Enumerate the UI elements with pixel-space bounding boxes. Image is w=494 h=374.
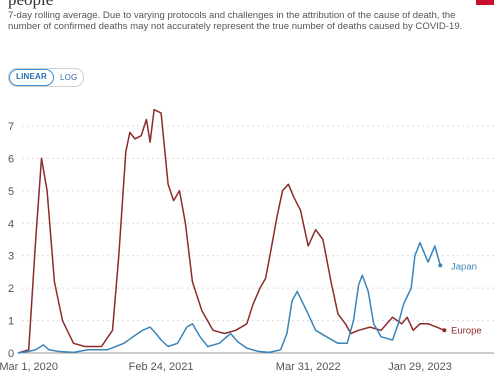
x-tick-label: Jan 29, 2023 [388,361,452,373]
series-end-point-japan [438,263,443,268]
y-tick-label: 4 [8,218,14,230]
series-label-europe: Europe [451,325,482,336]
series-line-japan [17,241,442,354]
y-tick-label: 6 [8,153,14,165]
x-tick-label: Mar 1, 2020 [0,361,58,373]
accent-tab [476,0,494,5]
y-tick-label: 5 [8,186,14,198]
y-tick-label: 2 [8,283,14,295]
series-labels: Europe Japan [451,261,482,336]
y-axis-ticks: 0 1 2 3 4 5 6 7 [8,121,14,360]
x-axis-ticks: Mar 1, 2020 Feb 24, 2021 Mar 31, 2022 Jan 2… [0,361,452,373]
y-tick-label: 3 [8,251,14,263]
log-scale-button[interactable]: LOG [59,73,78,82]
series-label-japan: Japan [451,261,477,272]
y-tick-label: 0 [8,348,14,360]
y-tick-label: 7 [8,121,14,133]
x-tick-label: Mar 31, 2022 [276,361,341,373]
chart-subtitle: 7-day rolling average. Due to varying pr… [8,10,463,32]
x-tick-label: Feb 24, 2021 [129,361,194,373]
y-tick-label: 1 [8,316,14,328]
linear-scale-button[interactable]: LINEAR [9,69,54,86]
series-lines [17,108,447,354]
series-end-point-europe [442,328,447,333]
grid-lines [22,125,494,354]
scale-toggle: LINEAR LOG [8,68,85,87]
series-line-europe [17,108,445,354]
chart-title-fragment: people [8,0,53,9]
